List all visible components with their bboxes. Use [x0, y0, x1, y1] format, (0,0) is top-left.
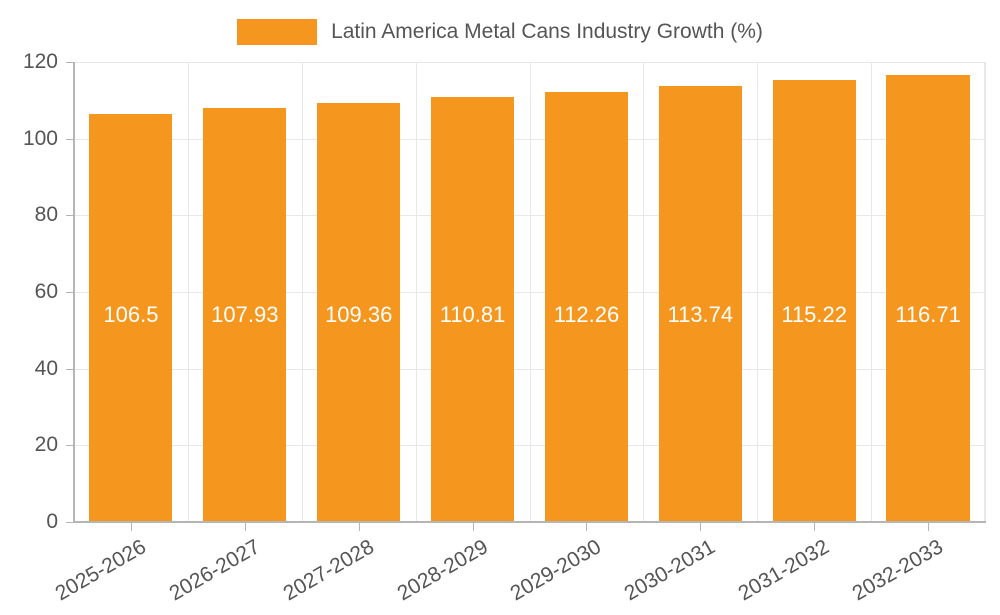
- bar-value-label: 116.71: [895, 302, 961, 327]
- legend-label-series-1: Latin America Metal Cans Industry Growth…: [331, 20, 763, 43]
- y-tick-mark-1: [66, 445, 74, 447]
- x-tick-mark-7: [928, 523, 929, 531]
- y-tick-mark-3: [66, 292, 74, 293]
- bar-value-label: 110.81: [439, 302, 506, 327]
- legend-swatch-series-1[interactable]: [237, 19, 318, 45]
- bar-value-label: 115.22: [781, 302, 847, 327]
- x-axis-label: 2025-2026: [51, 535, 150, 606]
- gridline-h-4: [74, 215, 985, 217]
- y-axis-label: 80: [34, 203, 58, 227]
- bar[interactable]: [203, 108, 287, 522]
- gridline-h-2: [74, 368, 985, 370]
- y-axis-label: 120: [22, 50, 58, 73]
- bar-value-label: 107.93: [211, 302, 279, 327]
- gridline-v-3: [416, 62, 417, 522]
- x-tick-mark-3: [473, 523, 474, 531]
- gridline-h-1: [74, 445, 985, 447]
- y-axis-label: 60: [34, 280, 58, 303]
- bar[interactable]: [317, 102, 401, 522]
- x-axis-label: 2027-2028: [279, 535, 378, 606]
- bar-value-label: 109.36: [325, 302, 393, 327]
- y-axis-label: 100: [22, 126, 58, 150]
- bar[interactable]: [658, 85, 742, 522]
- gridline-v-6: [757, 62, 758, 522]
- y-axis-label: 20: [34, 433, 58, 457]
- y-axis-label: 0: [46, 510, 58, 533]
- y-tick-mark-2: [66, 368, 74, 370]
- gridline-v-7: [871, 62, 872, 522]
- gridline-v-1: [188, 62, 189, 522]
- bar-value-label: 112.26: [553, 302, 620, 327]
- bar-value-label: 106.5: [103, 302, 159, 327]
- x-tick-mark-5: [700, 523, 701, 531]
- x-axis-label: 2031-2032: [734, 535, 834, 606]
- y-tick-mark-6: [66, 62, 74, 63]
- bar[interactable]: [772, 80, 856, 522]
- gridline-h-6: [74, 62, 985, 63]
- x-tick-mark-4: [586, 523, 587, 531]
- x-tick-mark-6: [814, 523, 815, 531]
- gridline-h-3: [74, 292, 985, 293]
- plot-area: 106.5 107.93 109.36 110.81 112.26 113.74 115.2…: [74, 62, 986, 523]
- bar[interactable]: [89, 113, 173, 522]
- x-axis-label: 2026-2027: [165, 535, 264, 606]
- gridline-v-5: [643, 62, 644, 522]
- y-axis-line: [73, 62, 75, 523]
- chart-legend: Latin America Metal Cans Industry Growth…: [0, 14, 1000, 50]
- gridline-v-2: [302, 62, 303, 522]
- y-axis-label: 40: [34, 356, 58, 380]
- x-tick-mark-1: [245, 523, 246, 531]
- gridline-v-8: [985, 62, 986, 522]
- x-tick-mark-2: [359, 523, 360, 531]
- x-axis-label: 2030-2031: [620, 535, 720, 606]
- bar[interactable]: [886, 74, 970, 522]
- gridline-v-4: [530, 62, 531, 522]
- x-axis-label: 2032-2033: [848, 535, 948, 606]
- bar-value-label: 113.74: [667, 302, 734, 327]
- y-tick-mark-5: [66, 138, 74, 140]
- bar-chart: Latin America Metal Cans Industry Growth…: [0, 14, 1000, 606]
- x-tick-mark-0: [131, 523, 132, 531]
- x-axis-label: 2028-2029: [393, 535, 492, 606]
- x-axis-line: [74, 521, 986, 523]
- bar[interactable]: [544, 91, 628, 522]
- x-axis-label: 2029-2030: [506, 535, 606, 606]
- y-tick-mark-4: [66, 215, 74, 217]
- gridline-h-5: [74, 138, 985, 140]
- bar[interactable]: [430, 97, 515, 522]
- y-tick-mark-0: [66, 522, 74, 523]
